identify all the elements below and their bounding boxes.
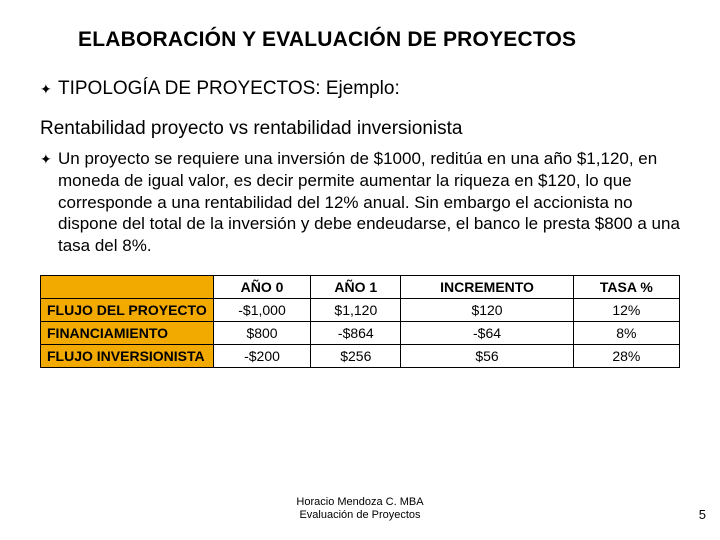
col-header: AÑO 0 — [213, 275, 311, 298]
cell: $800 — [213, 321, 311, 344]
col-header: AÑO 1 — [311, 275, 401, 298]
bullet-icon: ✦ — [40, 148, 58, 170]
cell: -$1,000 — [213, 298, 311, 321]
cell: -$200 — [213, 344, 311, 367]
bullet-icon: ✦ — [40, 78, 58, 100]
slide: ELABORACIÓN Y EVALUACIÓN DE PROYECTOS ✦ … — [0, 0, 720, 540]
table-row: FINANCIAMIENTO $800 -$864 -$64 8% — [41, 321, 680, 344]
header-blank — [41, 275, 214, 298]
table-row: FLUJO DEL PROYECTO -$1,000 $1,120 $120 1… — [41, 298, 680, 321]
data-table: AÑO 0 AÑO 1 INCREMENTO TASA % FLUJO DEL … — [40, 275, 680, 368]
subtitle-text: TIPOLOGÍA DE PROYECTOS: Ejemplo: — [58, 78, 400, 100]
body-text: Un proyecto se requiere una inversión de… — [58, 148, 680, 257]
row-label: FLUJO INVERSIONISTA — [41, 344, 214, 367]
cell: $56 — [401, 344, 573, 367]
row-label: FLUJO DEL PROYECTO — [41, 298, 214, 321]
cell: $256 — [311, 344, 401, 367]
page-number: 5 — [699, 507, 706, 522]
table-header-row: AÑO 0 AÑO 1 INCREMENTO TASA % — [41, 275, 680, 298]
row-label: FINANCIAMIENTO — [41, 321, 214, 344]
cell: $1,120 — [311, 298, 401, 321]
cell: -$64 — [401, 321, 573, 344]
subtitle-row: ✦ TIPOLOGÍA DE PROYECTOS: Ejemplo: — [40, 78, 680, 100]
footer-line2: Evaluación de Proyectos — [0, 509, 720, 522]
body-row: ✦ Un proyecto se requiere una inversión … — [40, 148, 680, 257]
footer: Horacio Mendoza C. MBA Evaluación de Pro… — [0, 496, 720, 522]
cell: -$864 — [311, 321, 401, 344]
cell: 28% — [573, 344, 679, 367]
col-header: TASA % — [573, 275, 679, 298]
section-heading: Rentabilidad proyecto vs rentabilidad in… — [40, 118, 680, 140]
cell: 12% — [573, 298, 679, 321]
data-table-wrap: AÑO 0 AÑO 1 INCREMENTO TASA % FLUJO DEL … — [40, 275, 680, 368]
table-row: FLUJO INVERSIONISTA -$200 $256 $56 28% — [41, 344, 680, 367]
footer-line1: Horacio Mendoza C. MBA — [0, 496, 720, 509]
col-header: INCREMENTO — [401, 275, 573, 298]
cell: 8% — [573, 321, 679, 344]
page-title: ELABORACIÓN Y EVALUACIÓN DE PROYECTOS — [78, 28, 680, 52]
cell: $120 — [401, 298, 573, 321]
